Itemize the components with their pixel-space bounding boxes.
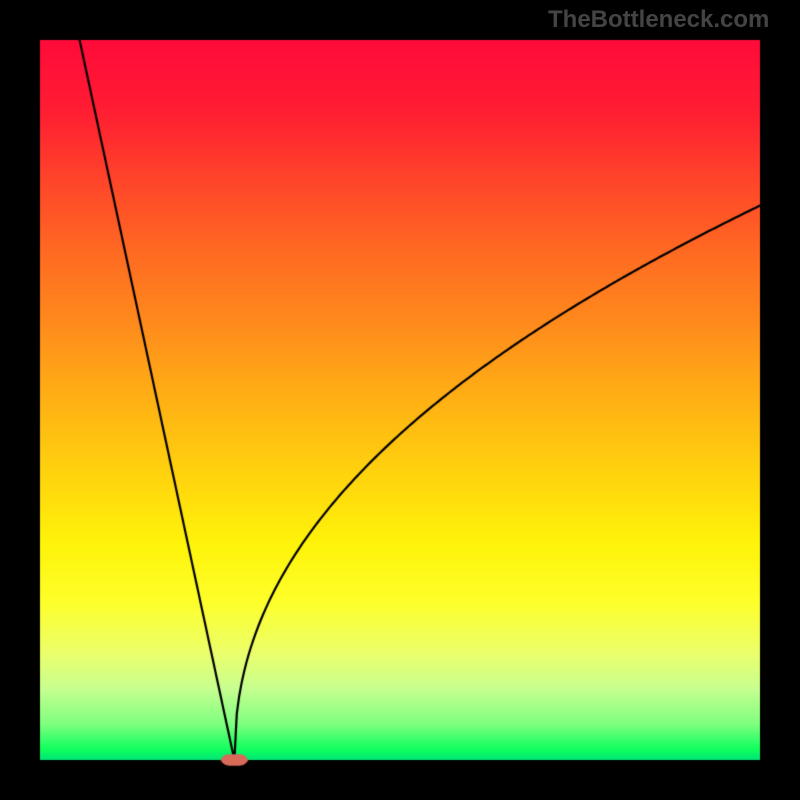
watermark-text: TheBottleneck.com bbox=[548, 6, 769, 34]
bottleneck-chart-canvas bbox=[0, 0, 800, 800]
chart-container: TheBottleneck.com bbox=[0, 0, 800, 800]
